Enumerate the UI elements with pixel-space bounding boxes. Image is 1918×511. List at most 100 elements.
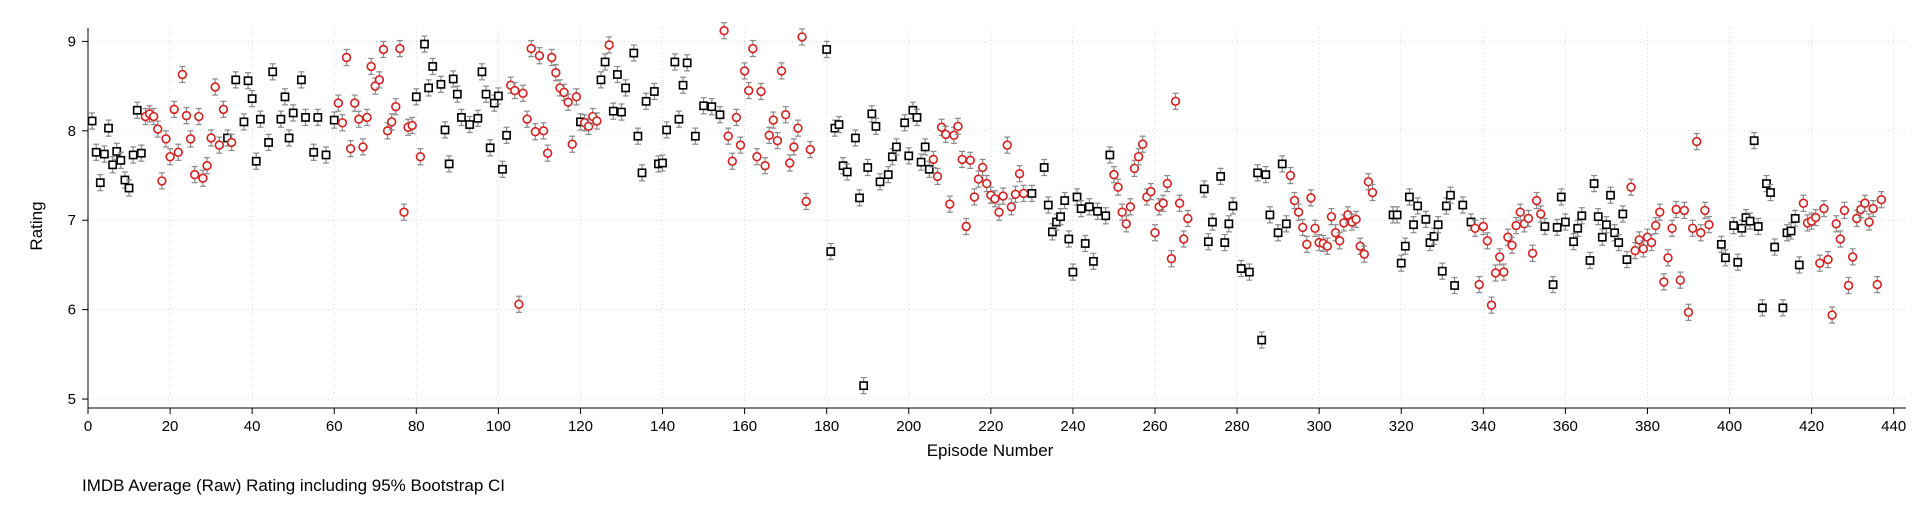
circle-marker	[801, 196, 811, 207]
square-point	[859, 377, 869, 395]
square-point	[280, 88, 290, 106]
square-point	[924, 160, 934, 178]
square-point	[87, 112, 97, 130]
circle-marker	[941, 129, 951, 140]
square-marker	[104, 123, 113, 133]
square-marker	[1429, 231, 1439, 241]
circle-marker	[961, 221, 971, 232]
circle-point	[386, 113, 397, 131]
circle-point	[1671, 200, 1681, 219]
square-marker	[612, 70, 622, 79]
circle-point	[218, 100, 229, 119]
circle-marker	[727, 156, 738, 166]
square-point	[268, 63, 278, 81]
circle-marker	[723, 131, 733, 141]
circle-marker	[1798, 198, 1809, 208]
square-marker	[255, 114, 265, 124]
x-tick-label: 260	[1142, 418, 1167, 435]
square-point	[1433, 216, 1443, 234]
x-tick-label: 20	[162, 418, 179, 435]
x-tick-label: 0	[84, 418, 92, 435]
circle-marker	[1704, 220, 1714, 230]
square-point	[1602, 216, 1611, 234]
square-marker	[851, 133, 860, 143]
circle-marker	[998, 191, 1008, 201]
square-marker	[329, 115, 339, 125]
square-marker	[1208, 217, 1217, 227]
circle-point	[1298, 218, 1308, 237]
circle-marker	[534, 51, 545, 61]
circle-point	[1507, 236, 1517, 254]
square-marker	[1729, 221, 1739, 230]
circle-marker	[189, 169, 200, 180]
square-point	[1556, 188, 1566, 206]
y-tick-label: 6	[68, 302, 76, 319]
square-point	[1253, 164, 1262, 182]
circle-point	[1150, 224, 1160, 242]
circle-marker	[1474, 279, 1484, 290]
circle-point	[407, 116, 417, 135]
square-point	[1606, 186, 1615, 204]
square-marker	[136, 148, 146, 158]
square-marker	[440, 125, 450, 135]
square-marker	[1597, 232, 1607, 242]
square-marker	[1084, 202, 1094, 212]
x-tick-label: 140	[650, 418, 675, 435]
circle-marker	[551, 68, 561, 78]
square-marker	[301, 113, 310, 122]
circle-marker	[1531, 195, 1542, 206]
circle-marker	[990, 194, 1000, 204]
circle-marker	[510, 85, 520, 96]
circle-marker	[949, 130, 959, 140]
circle-point	[1499, 263, 1509, 281]
square-marker	[1737, 223, 1747, 233]
circle-point	[518, 84, 528, 102]
circle-marker	[1511, 220, 1521, 231]
circle-marker	[202, 160, 212, 171]
square-point	[1060, 191, 1070, 210]
square-point	[920, 138, 930, 156]
square-point	[1421, 210, 1431, 228]
square-point	[1548, 275, 1558, 294]
circle-marker	[1650, 220, 1661, 231]
circle-point	[760, 157, 770, 175]
square-marker	[1413, 201, 1423, 211]
square-marker	[452, 89, 462, 99]
square-marker	[855, 193, 864, 203]
square-point	[411, 88, 421, 106]
circle-point	[1527, 244, 1538, 262]
square-marker	[436, 79, 446, 89]
circle-marker	[1687, 223, 1698, 233]
square-marker	[457, 113, 466, 122]
circle-marker	[776, 66, 787, 76]
square-point	[1446, 186, 1455, 204]
square-point	[629, 44, 639, 62]
square-marker	[883, 170, 893, 180]
circle-marker	[1692, 136, 1702, 147]
circle-point	[214, 136, 225, 154]
circle-marker	[1831, 219, 1841, 229]
circle-marker	[415, 152, 426, 162]
circle-point	[1872, 275, 1882, 294]
square-marker	[1762, 179, 1771, 188]
x-tick-label: 440	[1881, 418, 1906, 435]
square-point	[104, 119, 113, 137]
circle-point	[1823, 250, 1833, 269]
square-point	[1405, 188, 1414, 206]
square-point	[239, 113, 249, 131]
circle-marker	[1499, 267, 1509, 277]
circle-point	[1322, 237, 1333, 255]
square-point	[1281, 215, 1291, 233]
circle-point	[1002, 136, 1012, 154]
circle-marker	[772, 135, 783, 146]
square-point	[231, 71, 241, 89]
circle-point	[1306, 189, 1316, 207]
square-marker	[658, 158, 667, 168]
circle-point	[1864, 213, 1874, 231]
circle-marker	[719, 25, 729, 36]
circle-point	[202, 157, 212, 175]
circle-marker	[1002, 140, 1012, 150]
square-marker	[284, 133, 294, 143]
circle-point	[1490, 264, 1501, 282]
